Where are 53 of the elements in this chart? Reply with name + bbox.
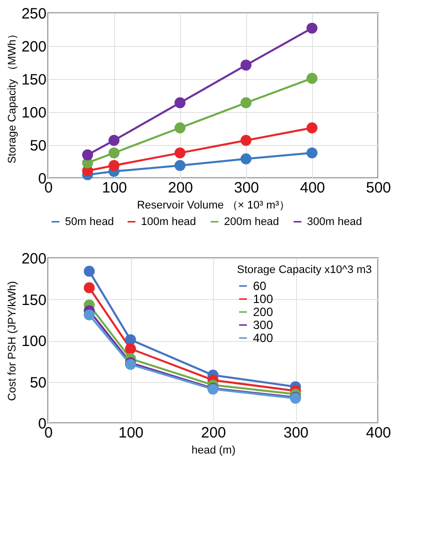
x-tick-label: 400	[300, 180, 326, 196]
point	[306, 147, 318, 158]
point	[84, 266, 95, 277]
point	[174, 97, 186, 108]
legend-label: 50m head	[65, 216, 114, 228]
y-axis-title: Cost for PSH (JPY/kWh)	[6, 281, 18, 401]
point	[108, 134, 120, 146]
y-axis-title: Storage Capacity （MWh）	[6, 28, 18, 164]
legend-label: 200m head	[224, 216, 280, 228]
point	[108, 147, 120, 158]
point	[240, 134, 252, 146]
point	[306, 72, 318, 84]
point	[84, 282, 95, 294]
legend-label: 200	[253, 305, 274, 319]
legend-label: 60	[253, 279, 267, 293]
x-tick-label: 200	[168, 180, 194, 196]
point	[240, 97, 252, 108]
x-axis-title: Reservoir Volume （× 10³ m³）	[136, 200, 290, 212]
y-tick-label: 200	[21, 250, 46, 268]
y-tick-label: 100	[21, 333, 46, 350]
y-tick-label: 50	[30, 374, 46, 392]
x-tick-label: 300	[234, 180, 260, 196]
point	[174, 160, 186, 171]
point	[82, 149, 94, 160]
legend-label: 100	[253, 292, 274, 306]
x-tick-label: 400	[366, 424, 392, 442]
y-tick-label: 50	[30, 138, 46, 154]
legend-label: 300	[253, 318, 274, 332]
x-axis-title: head (m)	[191, 444, 236, 456]
point	[240, 60, 252, 71]
point	[108, 160, 120, 171]
point	[125, 343, 136, 354]
point	[306, 122, 318, 134]
x-tick-label: 100	[102, 180, 128, 196]
y-tick-label: 100	[21, 104, 46, 122]
x-tick-label: 200	[200, 424, 226, 442]
y-tick-label: 150	[21, 292, 46, 309]
point	[306, 22, 318, 34]
legend-label: 400	[253, 331, 274, 345]
legend-label: 100m head	[141, 216, 196, 228]
x-tick-label: 100	[118, 424, 144, 442]
y-tick-label: 250	[21, 6, 46, 22]
point	[84, 309, 95, 320]
legend-label: 300m head	[307, 216, 362, 228]
y-tick-label: 150	[21, 72, 46, 88]
legend-title: Storage Capacity x10^3 m3	[237, 264, 372, 276]
x-tick-label: 500	[366, 180, 392, 196]
point	[125, 334, 136, 346]
point	[174, 147, 186, 158]
point	[240, 153, 252, 164]
y-tick-label: 200	[21, 38, 46, 56]
point	[174, 122, 186, 134]
x-tick-label: 300	[283, 424, 309, 442]
